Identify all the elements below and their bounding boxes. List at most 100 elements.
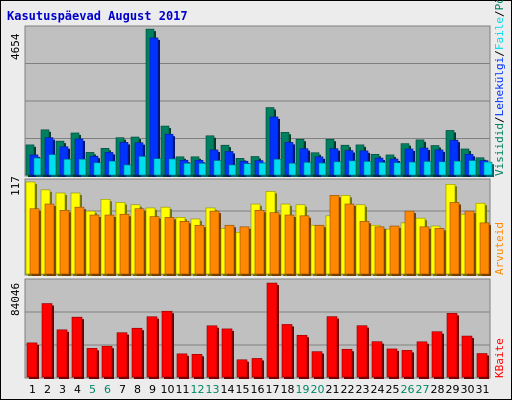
bar-kbaite-day-29-face <box>446 313 458 378</box>
bar-arvuteid-day-3 <box>59 210 71 276</box>
bottom-grid <box>25 311 490 346</box>
bar-kbaite-day-19 <box>296 334 309 379</box>
bar-kbaite-day-20-face <box>311 351 323 378</box>
day-label-20: 20 <box>311 383 325 396</box>
bar-kbaite-day-21 <box>326 316 339 379</box>
bottom-ylabel: 84046 <box>9 283 22 316</box>
bar-kbaite-day-23-face <box>356 325 368 378</box>
bar-arvuteid-day-5-face <box>89 214 100 275</box>
bar-kbaite-day-7 <box>116 332 129 379</box>
bar-arvuteid-day-2-face <box>44 203 55 275</box>
bar-arvuteid-day-30 <box>464 210 476 276</box>
bar-arvuteid-day-28 <box>434 228 446 276</box>
bar-arvuteid-day-18-face <box>284 214 295 275</box>
bar-arvuteid-day-20 <box>314 224 326 276</box>
bar-arvuteid-day-9 <box>149 216 161 276</box>
bar-arvuteid-day-15-face <box>239 226 250 275</box>
day-label-30: 30 <box>461 383 475 396</box>
bar-kbaite-day-20 <box>311 351 324 379</box>
day-label-23: 23 <box>356 383 370 396</box>
bar-arvuteid-day-14-face <box>224 224 235 275</box>
bar-kbaite-day-5 <box>86 348 99 379</box>
legend-item-kbaite: KBaite <box>493 338 506 378</box>
bar-kbaite-day-31 <box>476 353 489 379</box>
bar-kbaite-day-15 <box>236 359 249 379</box>
bar-kbaite-day-30-face <box>461 335 473 378</box>
bar-arvuteid-day-10-face <box>164 217 175 275</box>
bar-faile-day-31-face <box>483 161 493 176</box>
bar-arvuteid-day-28-face <box>434 228 445 275</box>
bar-arvuteid-day-4-face <box>74 206 85 275</box>
bar-kbaite-day-9 <box>146 316 159 379</box>
bar-kbaite-day-13 <box>206 325 219 379</box>
bar-kbaite-day-28-face <box>431 331 443 378</box>
bar-faile-day-31 <box>483 161 494 177</box>
day-label-19: 19 <box>296 383 310 396</box>
bar-arvuteid-day-26-face <box>404 210 415 275</box>
bar-kbaite-day-3 <box>56 329 69 379</box>
day-label-7: 7 <box>119 383 126 396</box>
bar-arvuteid-day-7-face <box>119 213 130 275</box>
bar-kbaite-day-24-face <box>371 341 383 378</box>
bar-arvuteid-day-17 <box>269 212 281 276</box>
bar-kbaite-day-17 <box>266 282 279 379</box>
bar-arvuteid-day-16-face <box>254 210 265 275</box>
day-label-8: 8 <box>134 383 141 396</box>
day-label-29: 29 <box>446 383 460 396</box>
bar-kbaite-day-12-face <box>191 353 203 378</box>
legend-top-text: Visiidid/Lehekülgi/Faile/Pöördumisi <box>493 0 506 176</box>
legend-bot-text: KBaite <box>493 338 506 378</box>
bar-kbaite-day-22-face <box>341 348 353 378</box>
legend-item-: / <box>493 10 506 17</box>
bar-kbaite-day-23 <box>356 325 369 379</box>
bar-arvuteid-day-4 <box>74 206 86 276</box>
bar-kbaite-day-7-face <box>116 332 128 378</box>
bar-kbaite-day-25 <box>386 348 399 379</box>
bar-kbaite-day-5-face <box>86 348 98 378</box>
bar-arvuteid-day-15 <box>239 226 251 276</box>
bar-kbaite-day-4-face <box>71 316 83 378</box>
bar-kbaite-day-9-face <box>146 316 158 378</box>
bar-kbaite-day-14 <box>221 328 234 379</box>
day-label-1: 1 <box>29 383 36 396</box>
day-label-31: 31 <box>476 383 490 396</box>
bar-kbaite-day-4 <box>71 316 84 379</box>
bar-kbaite-day-2-face <box>41 303 53 378</box>
bar-arvuteid-day-30-face <box>464 210 475 275</box>
legend-item-lehekülgi: Lehekülgi <box>493 57 506 117</box>
legend-item-: / <box>493 116 506 123</box>
day-label-15: 15 <box>236 383 250 396</box>
bar-arvuteid-day-19-face <box>299 215 310 275</box>
bar-kbaite-day-26 <box>401 350 414 379</box>
top-legend: Visiidid/Lehekülgi/Faile/Pöördumisi <box>493 0 506 176</box>
x-axis-labels: 1 2 3 4 5 6 7 8 9 10 11 12 13 14 15 16 17 18 19 20 21 22 23 24 2… <box>29 383 490 396</box>
day-label-14: 14 <box>221 383 235 396</box>
day-label-22: 22 <box>341 383 355 396</box>
legend-item-visiidid: Visiidid <box>493 123 506 176</box>
day-label-18: 18 <box>281 383 295 396</box>
bar-arvuteid-day-24-face <box>374 226 385 275</box>
bar-arvuteid-day-21 <box>329 195 341 276</box>
day-label-25: 25 <box>386 383 400 396</box>
bar-kbaite-day-15-face <box>236 359 248 378</box>
bar-kbaite-day-3-face <box>56 329 68 378</box>
bar-arvuteid-day-6 <box>104 214 116 276</box>
bar-kbaite-day-19-face <box>296 334 308 378</box>
bar-kbaite-day-2 <box>41 303 54 379</box>
bar-arvuteid-day-23 <box>359 221 371 276</box>
day-label-4: 4 <box>74 383 81 396</box>
bar-arvuteid-day-31-face <box>479 222 490 275</box>
bar-arvuteid-day-1 <box>29 208 41 276</box>
bar-kbaite-day-26-face <box>401 350 413 378</box>
bar-arvuteid-day-11 <box>179 221 191 276</box>
day-label-5: 5 <box>89 383 96 396</box>
chart-title: Kasutuspäevad August 2017 <box>7 9 188 23</box>
bar-arvuteid-day-22-face <box>344 203 355 275</box>
bar-kbaite-day-10 <box>161 310 174 379</box>
day-label-9: 9 <box>149 383 156 396</box>
day-label-2: 2 <box>44 383 51 396</box>
day-label-12: 12 <box>191 383 205 396</box>
top-panel: 4654 <box>9 25 494 177</box>
bar-kbaite-day-24 <box>371 341 384 379</box>
